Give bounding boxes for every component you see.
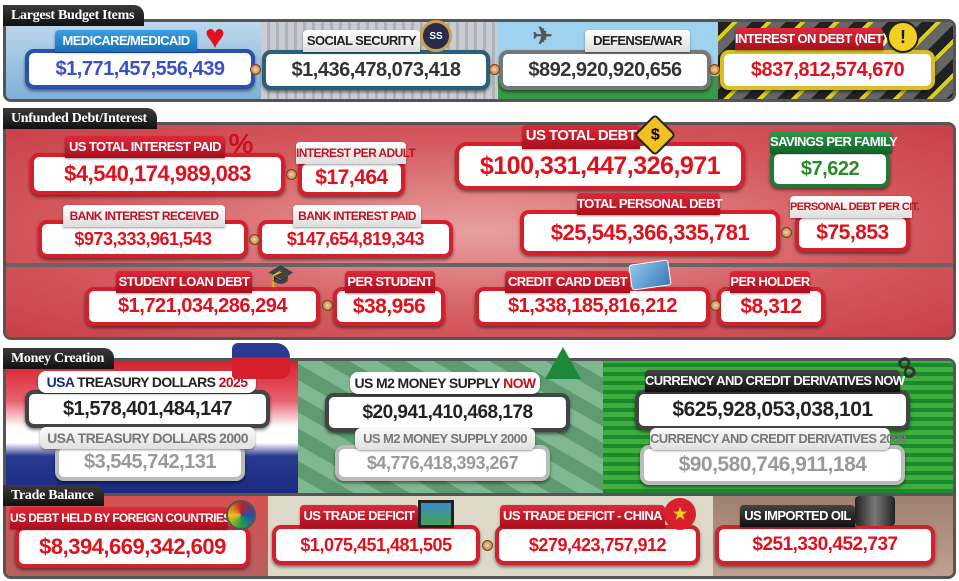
foreign-held-label: US DEBT HELD BY FOREIGN COUNTRIES (10, 507, 231, 529)
total-interest-value: $4,540,174,989,083 (30, 153, 285, 195)
label-treasury: TREASURY DOLLARS (77, 374, 216, 390)
defense-label: DEFENSE/WAR (585, 30, 690, 52)
derivatives-now-label: CURRENCY AND CREDIT DERIVATIVES NOW (645, 370, 905, 392)
m2-now-value: $20,941,410,468,178 (325, 393, 570, 432)
china-flag-icon: ★ (664, 498, 696, 530)
derivatives-2000-label: CURRENCY AND CREDIT DERIVATIVES 2000 (650, 428, 907, 450)
total-interest-label: US TOTAL INTEREST PAID (65, 136, 225, 158)
link-icon (710, 300, 721, 311)
savings-value: $7,622 (770, 150, 890, 188)
interest-net-label: INTEREST ON DEBT (NET) (735, 28, 887, 50)
student-loan-label: STUDENT LOAN DEBT (116, 271, 252, 293)
personal-per-cit-value: $75,853 (795, 214, 910, 252)
total-debt-value: $100,331,447,326,971 (455, 142, 745, 190)
fighter-jet-icon: ✈ (532, 22, 553, 50)
treasury-now-value: $1,578,401,484,147 (25, 390, 270, 428)
personal-debt-value: $25,545,366,335,781 (520, 210, 780, 255)
divider (6, 263, 953, 267)
label-usa: USA (46, 374, 75, 390)
link-icon (781, 227, 792, 238)
credit-card-label: CREDIT CARD DEBT (505, 271, 630, 293)
per-student-value: $38,956 (333, 287, 445, 326)
link-icon (709, 64, 720, 75)
trade-deficit-label: US TRADE DEFICIT (300, 505, 418, 527)
medicare-label: MEDICARE/MEDICAID (55, 30, 197, 52)
credit-card-icon (628, 259, 672, 291)
graduation-cap-icon: 🎓 (267, 263, 295, 288)
interest-adult-label: INTEREST PER ADULT (296, 142, 416, 164)
credit-card-value: $1,338,185,816,212 (475, 287, 710, 326)
interest-adult-value: $17,464 (298, 160, 405, 196)
social-security-seal-icon: SS (420, 20, 452, 52)
treasury-2000-label: USA TREASURY DOLLARS 2000 (40, 427, 255, 449)
savings-label: SAVINGS PER FAMILY (770, 131, 898, 153)
foreign-held-value: $8,394,669,342,609 (15, 526, 250, 568)
link-icon (489, 64, 500, 75)
treasury-now-label: USA TREASURY DOLLARS 2025 (38, 371, 256, 393)
defense-value: $892,920,920,656 (499, 50, 711, 90)
social-security-value: $1,436,478,073,418 (262, 50, 490, 90)
imported-oil-label: US IMPORTED OIL (740, 505, 855, 527)
m2-2000-label: US M2 MONEY SUPPLY 2000 (355, 428, 535, 450)
derivatives-now-value: $625,928,053,038,101 (635, 390, 910, 430)
china-deficit-label: US TRADE DEFICIT - CHINA (500, 505, 665, 527)
total-debt-label: US TOTAL DEBT (522, 125, 640, 149)
m2-2000-value: $4,776,418,393,267 (335, 445, 550, 481)
tv-icon (418, 500, 454, 528)
link-icon (249, 234, 260, 245)
section-tab-trade: Trade Balance (3, 485, 104, 506)
percent-icon: % (228, 128, 254, 159)
pyramid-icon (545, 347, 581, 379)
bank-paid-label: BANK INTEREST PAID (293, 205, 421, 227)
link-icon (286, 169, 297, 180)
dollar-sign: $ (650, 126, 660, 143)
personal-per-cit-label: PERSONAL DEBT PER CIT. (790, 196, 920, 218)
link-icon (250, 64, 261, 75)
label-now: NOW (503, 375, 536, 391)
china-deficit-value: $279,423,757,912 (495, 525, 700, 565)
section-tab-money: Money Creation (3, 348, 115, 369)
warning-icon: ! (887, 21, 919, 53)
usa-flag-map-icon (232, 343, 290, 379)
interest-net-value: $837,812,574,670 (720, 50, 935, 90)
per-holder-label: PER HOLDER (730, 271, 810, 293)
per-student-label: PER STUDENT (345, 271, 435, 293)
trade-deficit-value: $1,075,451,481,505 (272, 525, 480, 565)
social-security-label: SOCIAL SECURITY (303, 30, 420, 52)
heart-icon: ♥ (204, 17, 226, 56)
section-tab-budget: Largest Budget Items (3, 5, 145, 26)
link-icon (482, 540, 493, 551)
section-tab-unfunded: Unfunded Debt/Interest (3, 108, 157, 129)
oil-barrel-icon (855, 496, 895, 526)
treasury-2000-value: $3,545,742,131 (55, 444, 245, 481)
bank-received-label: BANK INTEREST RECEIVED (63, 205, 225, 227)
m2-now-label: US M2 MONEY SUPPLY NOW (350, 372, 540, 394)
derivatives-2000-value: $90,580,746,911,184 (640, 445, 905, 485)
personal-debt-label: TOTAL PERSONAL DEBT (577, 193, 723, 215)
label-m2: US M2 MONEY SUPPLY (354, 375, 500, 391)
link-icon (322, 300, 333, 311)
imported-oil-value: $251,330,452,737 (715, 525, 935, 565)
world-flags-icon (226, 500, 256, 530)
